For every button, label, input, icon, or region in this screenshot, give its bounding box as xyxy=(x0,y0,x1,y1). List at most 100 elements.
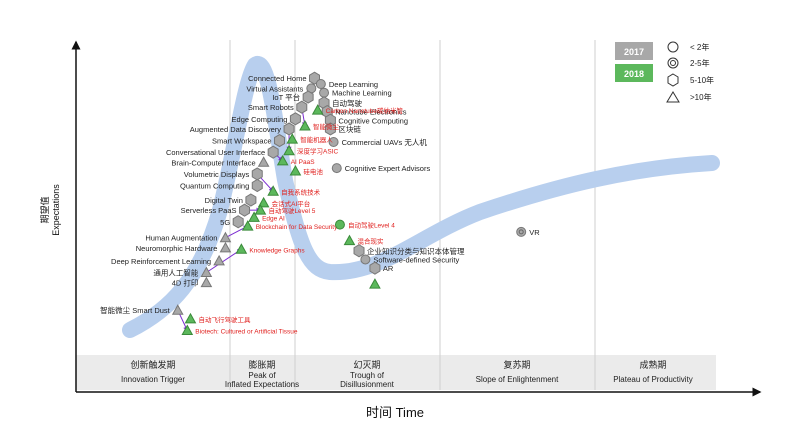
data-label-2017: Cognitive Computing xyxy=(338,116,408,125)
data-point-2018 xyxy=(311,104,324,115)
data-point-2017 xyxy=(360,254,371,265)
legend-year-2017-swatch xyxy=(615,42,653,60)
data-point-2017 xyxy=(324,122,336,136)
data-point-2018 xyxy=(254,204,267,215)
data-label-2018: 自动飞行驾驶工具 xyxy=(198,315,251,324)
data-point-2017 xyxy=(369,261,381,275)
data-label-2017: IoT 平台 xyxy=(272,92,300,102)
data-label-2018: 自动驾驶Level 4 xyxy=(348,221,395,230)
data-label-2017: 企业知识分类与知识本体管理 xyxy=(367,246,465,256)
data-label-2018: 自我系统技术 xyxy=(281,187,321,196)
legend-marker-label: 5-10年 xyxy=(690,75,714,85)
data-point-2018 xyxy=(276,154,289,166)
data-label-2017: Serverless PaaS xyxy=(181,206,237,215)
data-label-2017: Conversational User Interface xyxy=(166,148,265,157)
phase-label-cn: 创新触发期 xyxy=(130,359,175,370)
data-label-2018: 混合现实 xyxy=(357,237,384,246)
legend: 2017 2018 < 2年 2-5年 5-10年 >10年 xyxy=(615,41,714,103)
data-label-2017: Smart Robots xyxy=(248,103,294,112)
phase-label-cn: 成熟期 xyxy=(639,359,666,370)
data-point-2017 xyxy=(213,254,225,266)
data-label-2018: Carbon Nanotube碳纳米管 xyxy=(326,106,404,115)
legend-year-2018-swatch xyxy=(615,64,653,82)
data-point-2017 xyxy=(283,122,295,136)
data-point-2018 xyxy=(241,220,254,231)
data-point-2017 xyxy=(257,156,270,167)
x-axis-title: 时间 Time xyxy=(366,405,424,420)
data-point-2017 xyxy=(274,133,286,148)
phase-label-en: Disillusionment xyxy=(340,380,395,389)
data-point-2018 xyxy=(283,144,295,156)
data-point-2017 xyxy=(328,137,339,147)
data-label-2017: Machine Learning xyxy=(332,89,392,98)
data-label-2017: 通用人工智能 xyxy=(153,268,198,278)
data-point-2017 xyxy=(302,90,314,104)
data-label-2017: 4D 打印 xyxy=(172,278,199,288)
data-label-2018: 深度学习ASIC xyxy=(297,147,338,156)
data-label-2017: Human Augmentation xyxy=(145,234,217,243)
data-point-2018 xyxy=(369,278,381,289)
data-label-2017: Brain-Computer Interface xyxy=(171,158,255,167)
data-label-2018: 会话式AI平台 xyxy=(272,199,311,208)
data-point-2018 xyxy=(299,120,311,131)
legend-marker-label: < 2年 xyxy=(690,42,709,52)
legend-marker-label: >10年 xyxy=(690,92,712,102)
phase-label-en: Trough of xyxy=(350,371,385,380)
data-label-2017: Nanotube Electronics xyxy=(335,108,407,117)
data-label-2017: Deep Reinforcement Learning xyxy=(111,257,211,266)
data-point-2017 xyxy=(319,87,330,98)
phase-label-en: Innovation Trigger xyxy=(121,375,185,384)
data-point-2017 xyxy=(331,163,342,174)
data-point-2018 xyxy=(235,243,248,254)
data-point-2017 xyxy=(251,167,263,181)
data-label-2017: Cognitive Expert Advisors xyxy=(345,164,431,173)
data-point-2018 xyxy=(257,196,270,208)
hype-curve xyxy=(122,56,720,338)
data-label-2017: Connected Home xyxy=(248,74,306,83)
data-point-2018 xyxy=(286,133,299,144)
data-label-2017: Software-defined Security xyxy=(373,255,459,264)
data-point-2017 xyxy=(289,112,301,126)
data-label-2018: 智能微尘 xyxy=(313,122,340,131)
phase-label-en: Peak of xyxy=(248,371,276,380)
data-label-2017: Commercial UAVs 无人机 xyxy=(342,137,428,147)
phase-label-en: Slope of Enlightenment xyxy=(476,375,560,384)
legend-circle-icon xyxy=(667,41,679,53)
data-point-2018 xyxy=(267,185,280,196)
data-label-2018: 自动驾驶Level 5 xyxy=(268,206,315,215)
data-label-2018: AI PaaS xyxy=(291,159,316,166)
data-point-2017 xyxy=(239,203,251,217)
phase-label-cn: 膨胀期 xyxy=(248,359,275,370)
data-label-2017: 智能微尘 Smart Dust xyxy=(100,305,171,315)
data-point-2017 xyxy=(171,304,184,315)
data-label-2017: AR xyxy=(383,264,394,273)
phase-label-cn: 幻灭期 xyxy=(353,359,380,370)
data-label-2018: Biotech: Cultured or Artificial Tissue xyxy=(195,329,298,336)
phase-label-en: Inflated Expectations xyxy=(225,380,299,389)
data-point-2018 xyxy=(343,234,356,246)
data-point-2017 xyxy=(315,79,326,89)
data-point-2017 xyxy=(219,241,232,253)
legend-year-2018: 2018 xyxy=(624,69,644,79)
data-label-2017: Digital Twin xyxy=(205,196,243,205)
data-label-2017: Deep Learning xyxy=(329,80,378,89)
data-label-2017: 自动驾驶 xyxy=(332,98,362,108)
data-point-2017 xyxy=(232,215,244,229)
data-label-2018: Blockchain for Data Security xyxy=(256,224,338,231)
legend-double-circle-icon xyxy=(667,57,679,69)
data-label-2018: 智能机器人 xyxy=(300,135,333,144)
data-point-2017 xyxy=(245,193,257,207)
y-axis-title-cn: 期望值 xyxy=(39,196,50,223)
data-label-2017: 区块链 xyxy=(338,124,361,134)
legend-year-2017: 2017 xyxy=(624,47,644,57)
data-label-2018: 硅电池 xyxy=(303,167,323,176)
data-point-2017 xyxy=(353,244,365,258)
legend-hexagon-icon xyxy=(667,73,679,87)
data-label-2017: Volumetric Displays xyxy=(184,170,250,179)
data-point-2018 xyxy=(334,219,345,230)
data-point-2018 xyxy=(181,324,194,335)
data-point-2017 xyxy=(200,266,213,277)
